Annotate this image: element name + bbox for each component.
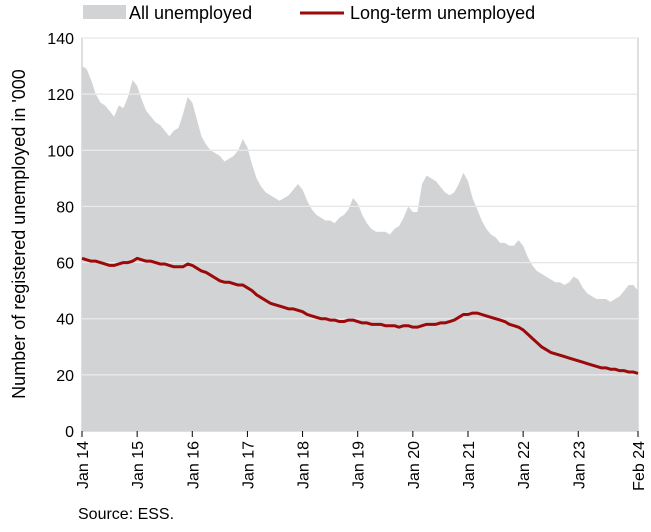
x-tick-label: Jan 18 <box>296 441 313 489</box>
source-note: Source: ESS. <box>78 506 175 523</box>
gridlines-overlay <box>82 37 638 376</box>
y-tick-label: 40 <box>56 312 74 329</box>
y-tick-label: 100 <box>47 143 74 160</box>
x-tick-label: Jan 14 <box>75 441 92 489</box>
x-tick-label: Jan 21 <box>461 441 478 489</box>
y-tick-label: 20 <box>56 368 74 385</box>
x-tick-label: Jan 17 <box>240 441 257 489</box>
x-axis-ticks: Jan 14 Jan 15 Jan 16 Jan 17 Jan 18 Jan 19 Jan … <box>75 431 648 491</box>
x-tick-label: Jan 19 <box>351 441 368 489</box>
x-tick-label: Feb 24 <box>631 441 648 491</box>
y-axis-title: Number of registered unemployed in '000 <box>9 69 29 399</box>
x-tick-label: Jan 23 <box>571 441 588 489</box>
y-tick-label: 80 <box>56 199 74 216</box>
legend-swatch-area <box>83 5 126 19</box>
line-long-term-unemployed <box>81 256 639 375</box>
y-tick-label: 60 <box>56 256 74 273</box>
x-tick-label: Jan 15 <box>130 441 147 489</box>
y-tick-label: 0 <box>65 424 74 441</box>
x-tick-label: Jan 22 <box>516 441 533 489</box>
legend: All unemployed Long-term unemployed <box>83 3 535 23</box>
y-axis-ticks: 0 20 40 60 80 100 120 140 <box>47 31 74 441</box>
legend-label-line: Long-term unemployed <box>350 3 535 23</box>
y-tick-label: 120 <box>47 87 74 104</box>
area-all-unemployed <box>82 66 638 431</box>
legend-label-area: All unemployed <box>129 3 252 23</box>
x-tick-label: Jan 16 <box>185 441 202 489</box>
x-tick-label: Jan 20 <box>406 441 423 489</box>
y-tick-label: 140 <box>47 31 74 48</box>
